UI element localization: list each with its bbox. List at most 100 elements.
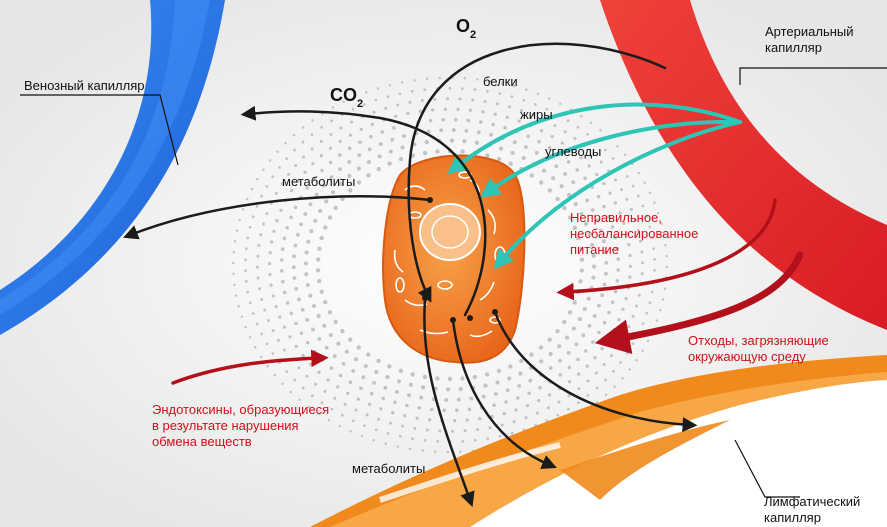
- red-arrows: [171, 198, 804, 385]
- halo-dot: [628, 368, 632, 371]
- halo-dot: [232, 261, 235, 265]
- halo-dot: [301, 126, 305, 129]
- halo-dot: [592, 264, 597, 269]
- halo-dot: [554, 164, 559, 169]
- halo-dot: [267, 261, 272, 266]
- halo-dot: [496, 368, 502, 374]
- halo-dot: [359, 386, 363, 391]
- halo-dot: [579, 211, 584, 216]
- halo-dot: [273, 373, 277, 377]
- halo-dot: [476, 78, 479, 81]
- halo-dot: [374, 98, 378, 102]
- halo-dot: [312, 177, 317, 181]
- halo-dot: [505, 115, 509, 119]
- halo-dot: [422, 150, 428, 156]
- halo-dot: [652, 247, 656, 250]
- halo-dot: [604, 378, 607, 382]
- halo-dot: [408, 100, 412, 104]
- halo-dot: [376, 358, 381, 364]
- halo-dot: [638, 239, 643, 243]
- halo-dot: [271, 175, 275, 179]
- halo-dot: [653, 258, 656, 261]
- halo-dot: [292, 133, 296, 137]
- halo-dot: [641, 322, 645, 325]
- halo-dot: [537, 398, 541, 403]
- halo-dot: [586, 394, 590, 397]
- halo-dot: [613, 289, 618, 294]
- halo-dot: [276, 338, 281, 342]
- halo-dot: [616, 344, 620, 348]
- halo-dot: [591, 340, 595, 344]
- halo-dot: [287, 172, 291, 176]
- halo-dot: [625, 351, 629, 355]
- halo-dot: [516, 396, 520, 400]
- halo-dot: [566, 160, 571, 164]
- halo-dot: [316, 257, 321, 262]
- halo-dot: [304, 272, 309, 277]
- halo-dot: [353, 357, 358, 362]
- halo-dot: [461, 440, 465, 443]
- halo-dot: [498, 434, 502, 438]
- halo-dot: [333, 319, 338, 325]
- halo-dot: [401, 424, 405, 428]
- halo-dot: [451, 128, 456, 133]
- halo-dot: [339, 126, 343, 130]
- halo-dot: [330, 119, 334, 123]
- halo-dot: [648, 225, 652, 229]
- fats-label: жиры: [520, 107, 553, 122]
- halo-dot: [356, 166, 361, 171]
- halo-dot: [643, 181, 646, 185]
- halo-dot: [449, 138, 454, 143]
- halo-dot: [360, 434, 364, 438]
- halo-dot: [648, 301, 652, 305]
- halo-dot: [260, 332, 263, 336]
- halo-dot: [553, 124, 557, 128]
- halo-dot: [500, 423, 504, 427]
- halo-dot: [341, 413, 344, 417]
- halo-dot: [408, 382, 413, 387]
- halo-dot: [446, 387, 451, 392]
- halo-dot: [587, 164, 591, 168]
- venous-capillary: [0, 0, 225, 335]
- halo-dot: [388, 83, 392, 87]
- halo-dot: [317, 370, 321, 374]
- halo-dot: [637, 171, 641, 175]
- halo-dot: [235, 229, 239, 232]
- halo-dot: [254, 345, 257, 349]
- halo-dot: [524, 416, 528, 420]
- halo-dot: [310, 133, 314, 136]
- halo-dot: [327, 419, 331, 422]
- halo-dot: [538, 386, 542, 390]
- halo-dot: [602, 204, 606, 209]
- halo-dot: [491, 122, 495, 127]
- halo-dot: [567, 215, 573, 220]
- halo-dot: [599, 228, 603, 233]
- halo-dot: [521, 155, 526, 161]
- halo-dot: [281, 279, 285, 284]
- halo-dot: [576, 236, 581, 241]
- halo-dot: [303, 170, 307, 174]
- halo-dot: [579, 268, 584, 273]
- halo-dot: [323, 300, 328, 305]
- halo-dot: [486, 89, 489, 93]
- halo-dot: [593, 356, 597, 360]
- halo-dot: [260, 297, 264, 302]
- halo-dot: [351, 419, 355, 423]
- halo-dot: [374, 369, 379, 375]
- halo-dot: [510, 150, 515, 155]
- halo-dot: [326, 378, 330, 382]
- halo-dot: [381, 396, 385, 401]
- halo-dot: [583, 176, 587, 181]
- waste-label-1: Отходы, загрязняющие: [688, 333, 829, 348]
- halo-dot: [609, 354, 613, 358]
- halo-dot: [597, 330, 601, 335]
- halo-dot: [578, 246, 583, 252]
- halo-dot: [510, 431, 514, 435]
- halo-dot: [328, 146, 333, 150]
- halo-dot: [246, 236, 250, 240]
- halo-dot: [608, 191, 612, 195]
- halo-dot: [535, 411, 539, 415]
- halo-dot: [545, 419, 549, 422]
- halo-dot: [293, 148, 296, 152]
- halo-dot: [384, 106, 388, 110]
